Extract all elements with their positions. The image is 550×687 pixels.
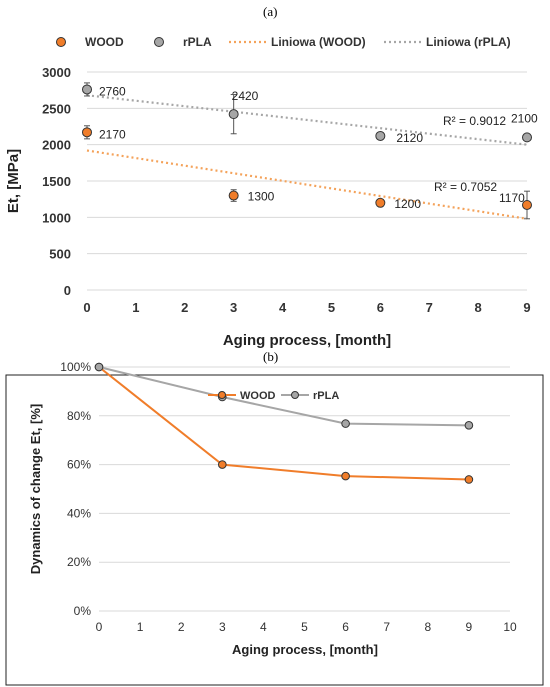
y-axis-title: Et, [MPa] xyxy=(5,149,22,213)
y-tick-label: 80% xyxy=(67,409,91,423)
legend-label: Liniowa (WOOD) xyxy=(271,35,366,49)
x-tick-label: 8 xyxy=(424,620,431,634)
x-tick-label: 0 xyxy=(83,300,90,315)
data-point xyxy=(375,130,386,141)
data-point xyxy=(341,471,350,481)
data-point xyxy=(82,84,92,95)
legend-label: rPLA xyxy=(313,390,339,402)
panel-label-b: (b) xyxy=(263,349,279,364)
legend-label: WOOD xyxy=(85,35,124,49)
y-tick-label: 500 xyxy=(49,247,71,262)
series-line xyxy=(98,366,469,481)
x-axis-title: Aging process, [month] xyxy=(223,332,391,349)
x-tick-label: 2 xyxy=(181,300,188,315)
data-point xyxy=(464,475,474,484)
y-tick-label: 0% xyxy=(74,604,92,618)
data-point xyxy=(464,421,474,430)
data-label: 1300 xyxy=(248,190,275,204)
data-label: 2100 xyxy=(511,111,538,125)
x-tick-label: 8 xyxy=(474,300,481,315)
data-point xyxy=(218,460,227,469)
x-tick-label: 0 xyxy=(96,620,103,634)
x-tick-label: 3 xyxy=(230,300,237,315)
y-tick-label: 20% xyxy=(67,555,91,569)
legend-marker xyxy=(291,391,299,399)
chart-b: 0% 20% 40% 60% 80% 100% 0 1 2 3 4 5 6 7 8 9 10 Aging proc… xyxy=(5,360,544,686)
legend-label: rPLA xyxy=(183,35,212,49)
panel-label-a: (a) xyxy=(263,4,278,19)
x-tick-label: 5 xyxy=(328,300,335,315)
x-tick-label: 6 xyxy=(342,620,349,634)
y-tick-label: 1500 xyxy=(42,174,71,189)
data-point xyxy=(375,197,386,208)
legend-marker xyxy=(56,37,66,47)
r2-label: R² = 0.7052 xyxy=(434,180,497,194)
chart-b-frame xyxy=(5,374,544,686)
x-tick-label: 7 xyxy=(426,300,433,315)
y-tick-label: 3000 xyxy=(42,65,71,80)
x-tick-label: 4 xyxy=(260,620,267,634)
x-tick-label: 1 xyxy=(137,620,144,634)
data-point xyxy=(228,109,239,120)
data-label: 2760 xyxy=(99,84,126,98)
x-tick-label: 10 xyxy=(503,620,517,634)
legend-label: Liniowa (rPLA) xyxy=(426,35,511,49)
y-tick-label: 2500 xyxy=(42,101,71,116)
legend-marker xyxy=(154,37,164,47)
y-tick-label: 40% xyxy=(67,506,91,520)
x-tick-label: 5 xyxy=(301,620,308,634)
data-label: 2120 xyxy=(396,131,423,145)
r2-label: R² = 0.9012 xyxy=(443,114,506,128)
trendline xyxy=(86,149,528,220)
data-label: 2170 xyxy=(99,127,126,141)
data-point xyxy=(522,199,532,210)
x-tick-label: 9 xyxy=(466,620,473,634)
y-tick-label: 100% xyxy=(60,360,91,374)
y-tick-label: 60% xyxy=(67,458,91,472)
trendline xyxy=(86,94,528,146)
x-axis-title: Aging process, [month] xyxy=(232,642,378,657)
x-tick-label: 6 xyxy=(377,300,384,315)
data-label: 1170 xyxy=(499,191,525,205)
data-label: 1200 xyxy=(394,197,421,211)
legend-label: WOOD xyxy=(240,390,275,402)
x-tick-label: 9 xyxy=(523,300,530,315)
y-tick-label: 0 xyxy=(64,283,71,298)
data-point xyxy=(522,132,532,143)
data-label: 2420 xyxy=(232,89,259,103)
data-point xyxy=(228,190,239,201)
y-tick-label: 2000 xyxy=(42,138,71,153)
y-tick-label: 1000 xyxy=(42,210,71,225)
data-point xyxy=(94,362,104,372)
data-point xyxy=(82,127,92,138)
x-tick-label: 4 xyxy=(279,300,287,315)
y-axis-title: Dynamics of change Et, [%] xyxy=(28,404,43,574)
chart-a: 0 500 1000 1500 2000 2500 3000 0 1 2 3 4 5 6 7 8 9 Aging … xyxy=(5,35,538,349)
data-point xyxy=(341,419,350,428)
x-tick-label: 2 xyxy=(178,620,185,634)
legend-marker xyxy=(218,391,226,399)
series-line xyxy=(98,366,469,427)
x-tick-label: 3 xyxy=(219,620,226,634)
x-tick-label: 1 xyxy=(132,300,139,315)
x-tick-label: 7 xyxy=(383,620,390,634)
